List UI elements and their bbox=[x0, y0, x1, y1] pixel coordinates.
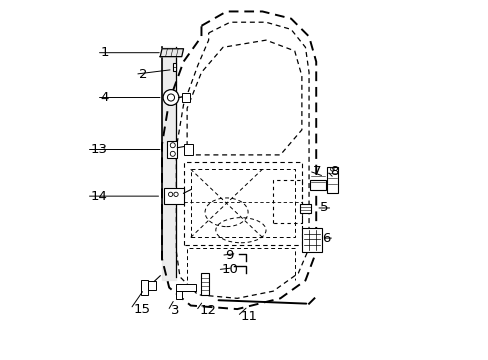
Text: 11: 11 bbox=[241, 310, 257, 323]
Bar bbox=[148, 281, 155, 290]
Bar bbox=[309, 180, 325, 190]
Circle shape bbox=[168, 192, 172, 197]
Polygon shape bbox=[160, 49, 183, 57]
Circle shape bbox=[330, 167, 333, 171]
Text: 3: 3 bbox=[171, 305, 180, 318]
Text: 8: 8 bbox=[330, 165, 338, 177]
Bar bbox=[176, 291, 182, 300]
Bar bbox=[163, 188, 183, 204]
Text: 4: 4 bbox=[100, 91, 108, 104]
Bar bbox=[183, 144, 192, 155]
Text: 14: 14 bbox=[90, 190, 107, 203]
Circle shape bbox=[174, 192, 178, 197]
Text: 7: 7 bbox=[312, 165, 321, 177]
Circle shape bbox=[170, 151, 175, 156]
Circle shape bbox=[163, 90, 179, 105]
Text: 6: 6 bbox=[322, 231, 330, 244]
Circle shape bbox=[170, 143, 175, 148]
Text: 1: 1 bbox=[100, 46, 109, 59]
Bar bbox=[182, 93, 189, 102]
Text: 9: 9 bbox=[224, 249, 233, 262]
Text: 5: 5 bbox=[320, 202, 328, 215]
Text: 12: 12 bbox=[199, 305, 216, 318]
Text: 2: 2 bbox=[139, 68, 147, 81]
Circle shape bbox=[167, 94, 174, 101]
Text: 13: 13 bbox=[90, 143, 107, 156]
Bar bbox=[141, 280, 147, 295]
Bar bbox=[176, 284, 196, 291]
Bar bbox=[173, 63, 176, 71]
Bar bbox=[301, 228, 321, 252]
Bar bbox=[167, 140, 177, 158]
Text: 10: 10 bbox=[221, 263, 238, 276]
Bar bbox=[300, 204, 310, 213]
Bar bbox=[326, 167, 338, 193]
Bar bbox=[201, 273, 208, 295]
Text: 15: 15 bbox=[134, 303, 151, 316]
